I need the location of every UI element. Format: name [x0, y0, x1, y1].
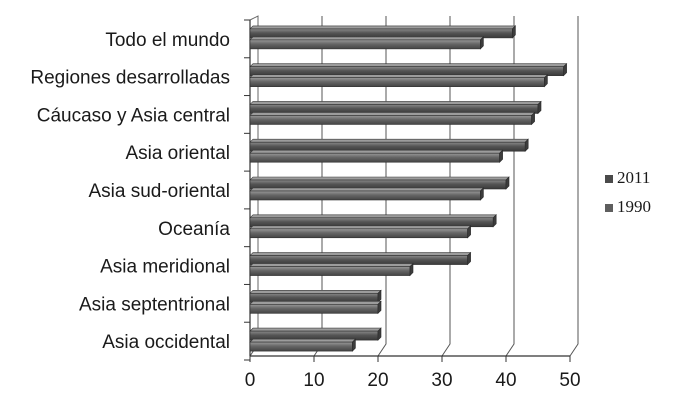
bar-2011	[249, 100, 542, 115]
gridline-50	[569, 16, 579, 357]
bar-2011	[249, 214, 497, 228]
bar-2011	[249, 62, 568, 77]
x-tick-labels: 0 10 20 30 40 50	[245, 370, 581, 391]
category-label: Asia sud-oriental	[88, 181, 230, 202]
bar-1990	[249, 338, 357, 352]
category-label: Asia oriental	[125, 143, 230, 164]
bar-1990	[249, 111, 536, 126]
bar-1990	[249, 36, 485, 50]
category-label: Regiones desarrolladas	[30, 68, 230, 89]
category-label: Asia meridional	[100, 257, 230, 278]
x-tick-label-30: 30	[431, 370, 452, 391]
x-tick-label-50: 50	[559, 370, 580, 391]
bar-1990	[249, 73, 549, 88]
bar-2011	[249, 25, 517, 39]
category-label: Todo el mundo	[105, 30, 230, 51]
gridline-20	[377, 16, 387, 357]
x-tick-label-10: 10	[303, 370, 324, 391]
bar-2011	[249, 289, 382, 304]
bar-2011	[249, 327, 382, 341]
gridline-30	[441, 16, 451, 357]
legend-swatch-2011	[605, 175, 613, 183]
category-label: Cáucaso y Asia central	[37, 105, 230, 126]
bar-1990	[249, 300, 382, 315]
legend-label-2011: 2011	[617, 168, 650, 187]
gridline-40	[505, 16, 515, 357]
bar-1990	[249, 149, 504, 163]
bar-1990	[249, 187, 485, 201]
bar-2011	[249, 138, 529, 152]
category-labels: Todo el mundo Regiones desarrolladas Cáuca…	[30, 30, 230, 353]
category-label: Asia occidental	[102, 332, 230, 353]
category-label: Asia septentrional	[79, 294, 230, 315]
bar-2011	[249, 251, 472, 266]
legend-swatch-1990	[605, 204, 613, 212]
bar-1990	[249, 225, 472, 239]
bar-1990	[249, 262, 414, 277]
x-tick-label-0: 0	[245, 370, 256, 391]
legend-label-1990: 1990	[617, 197, 651, 216]
x-tick-label-40: 40	[495, 370, 516, 391]
bar-2011	[249, 176, 510, 190]
legend: 2011 1990	[605, 168, 651, 216]
category-label: Oceanía	[158, 219, 230, 240]
bars	[249, 25, 568, 352]
x-tick-label-20: 20	[367, 370, 388, 391]
